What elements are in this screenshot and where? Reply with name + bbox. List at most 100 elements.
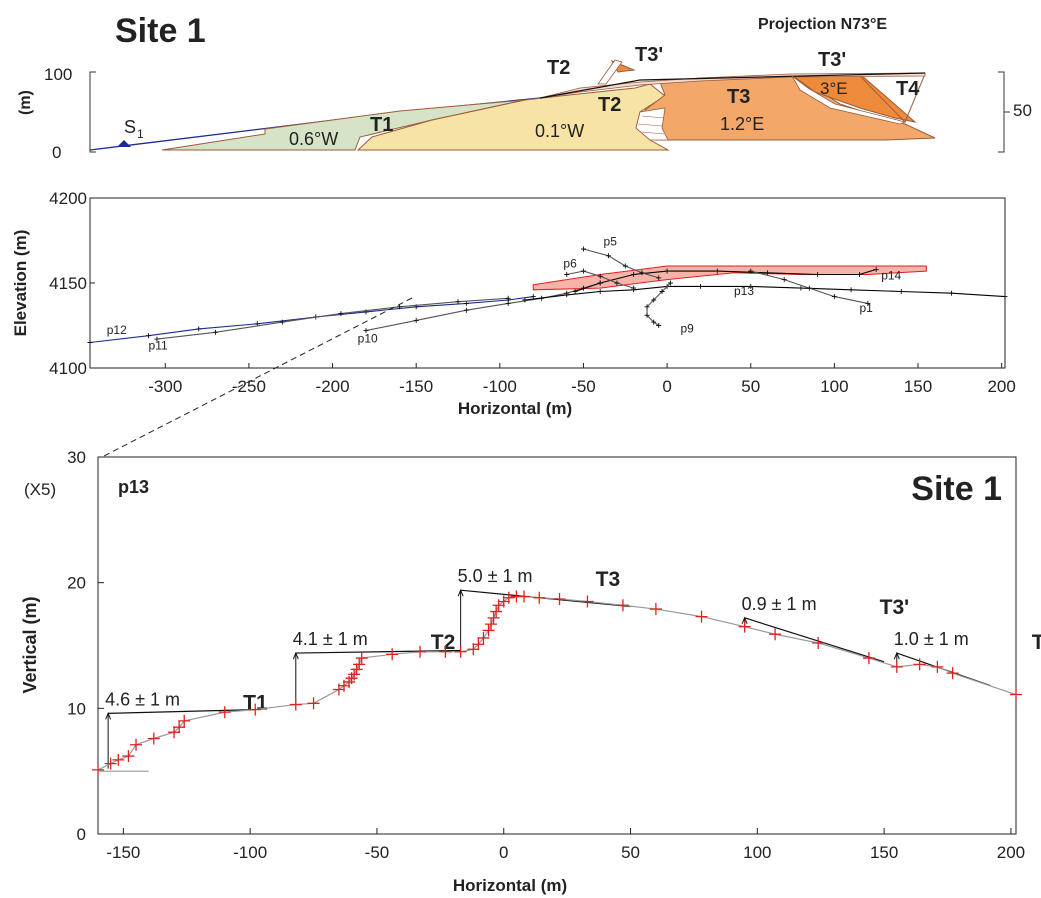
label-t3p-slope: 3°E [820,79,848,98]
detail-point-7 [173,721,186,734]
profile-point-p10-0 [363,328,369,334]
detail-point-5 [147,732,160,745]
profile-point-p9-1 [659,289,665,294]
profile-point-p13-7 [798,285,804,291]
profile-label-p1: p1 [859,301,873,315]
profile-point-p5-4 [656,275,662,281]
detail-point-34 [502,591,515,604]
profile-point-p5-1 [606,253,612,259]
detail-point-18 [350,663,363,676]
label-t1: T1 [370,114,393,136]
profile-point-p1-2 [806,285,812,291]
detail-point-21 [386,648,399,661]
detail-panel: p13 Site 1 (X5) 4.6 ± 1 m T14.1 ± 1 m T25.… [20,448,1041,895]
profile-label-p6: p6 [563,257,577,271]
detail-point-28 [482,624,495,637]
profiles-xtick-label-9: 150 [904,377,932,396]
label-t2: T2 [598,94,621,116]
scarp-hatch-lines [637,115,665,135]
scarp-t3-t3p-hatch [791,75,907,125]
detail-point-25 [467,643,480,656]
detail-terrace-label-2: T3 [596,568,621,591]
profile-point-p1-4 [865,300,871,306]
detail-fit-line-0 [108,708,256,714]
detail-point-49 [931,660,944,673]
schematic-y-unit: (m) [17,90,34,115]
profiles-xtick-label-10: 200 [987,377,1015,396]
detail-fit-line-1 [295,649,461,654]
profile-point-p14-7 [856,272,862,277]
profile-point-p6-3 [614,280,620,286]
profile-point-p9-6 [656,323,662,328]
profile-point-p12-1 [146,333,152,339]
label-t3-slope: 1.2°E [720,114,764,134]
detail-point-39 [581,595,594,608]
surface-profile-line [539,72,926,99]
detail-terrace-label-1: T2 [431,631,456,654]
detail-point-22 [414,645,427,658]
profiles-xtick-label-1: -250 [232,377,266,396]
profile-point-p13-6 [748,283,754,289]
profiles-panel: -300 -250 -200 -150 -100 -50 0 50 100 150 200 4100 4… [11,189,1016,418]
profiles-xtick-label-3: -150 [399,377,433,396]
schematic-panel: Site 1 Projection N73°E (m) 100 0 50 S 1 [17,12,1032,162]
detail-xtick-label-3: 0 [499,843,508,862]
detail-point-27 [477,631,490,644]
detail-point-45 [812,636,825,649]
profiles-xtick-label-4: -100 [483,377,517,396]
profile-point-p6-2 [597,273,603,279]
profile-point-p5-3 [639,270,645,276]
projection-label: Projection N73°E [758,16,887,33]
detail-terrace-label-3: T3' [880,596,910,619]
profile-point-p12-9 [530,294,536,300]
profile-point-p9-5 [651,319,657,325]
profile-line-p13 [524,285,1006,301]
profile-point-p12-0 [87,340,93,345]
profiles-xtick-label-8: 100 [820,377,848,396]
schematic-scale-label: 50 [1013,101,1032,120]
profile-point-p14-4 [714,268,720,274]
detail-point-10 [249,703,262,716]
profile-point-p13-8 [848,287,854,293]
profiles-xlabel: Horizontal (m) [458,399,572,418]
profile-point-p6-1 [580,268,586,274]
profile-line-p9 [646,282,671,326]
detail-ytick-label-3: 30 [67,448,86,467]
detail-point-42 [695,610,708,623]
profile-point-p13-2 [597,289,603,294]
profile-point-p12-7 [463,300,469,306]
detail-point-3 [122,750,135,763]
detail-offset-label-3: 0.9 ± 1 m [742,594,817,614]
station-marker-icon [117,140,131,147]
label-t3: T3 [727,86,750,108]
profile-point-p10-3 [505,300,511,306]
label-t4: T4 [896,78,920,100]
detail-exaggeration-label: (X5) [24,480,56,499]
detail-xtick-label-7: 200 [997,843,1025,862]
profiles-xtick-label-2: -200 [316,377,350,396]
detail-point-24 [454,645,467,658]
detail-xtick-label-5: 100 [743,843,771,862]
profile-label-p13: p13 [734,284,754,298]
profile-point-p10-1 [413,317,419,323]
detail-ytick-label-1: 10 [67,699,86,718]
detail-point-6 [168,726,181,739]
detail-ytick-label-0: 0 [77,825,86,844]
label-t3p-left: T3' [635,44,663,66]
detail-point-48 [913,658,926,671]
profile-point-p9-0 [667,280,673,286]
schematic-title: Site 1 [115,12,206,50]
profile-point-p11-6 [505,295,511,301]
detail-point-47 [890,660,903,673]
profile-point-p14-5 [764,270,770,276]
detail-xtick-label-6: 150 [870,843,898,862]
profile-point-p13-5 [698,283,704,289]
profile-point-p11-5 [455,299,461,305]
profile-label-p12: p12 [107,323,127,337]
profile-point-p13-9 [898,289,904,294]
detail-point-43 [738,620,751,633]
profile-point-p14-3 [664,268,670,274]
detail-point-30 [487,611,500,624]
profile-point-p1-1 [781,277,787,283]
